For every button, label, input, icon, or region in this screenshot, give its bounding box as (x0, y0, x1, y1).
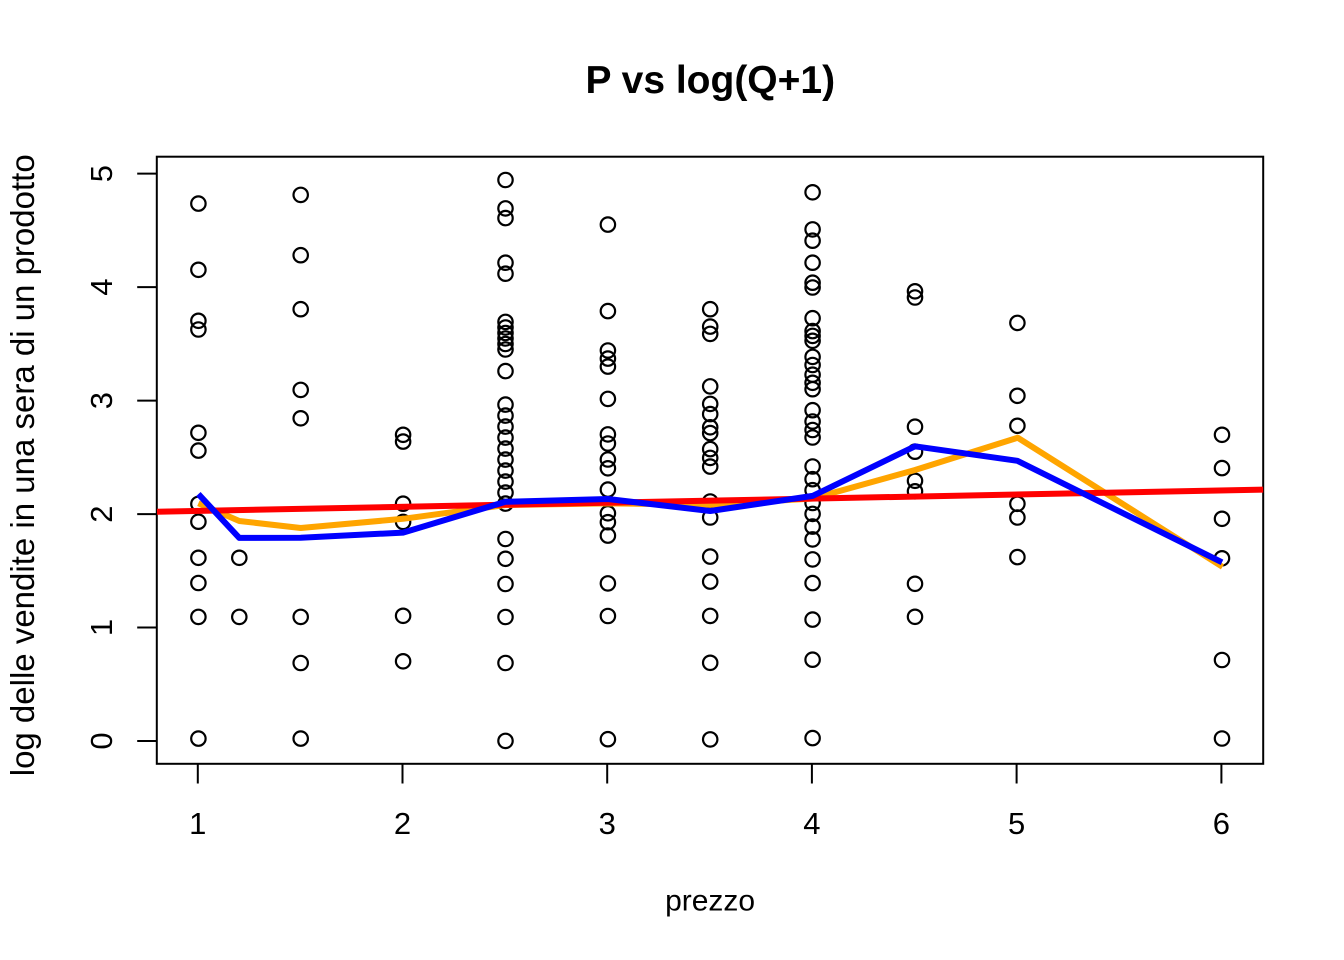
svg-text:P vs log(Q+1): P vs log(Q+1) (585, 59, 835, 102)
svg-text:1: 1 (189, 806, 206, 841)
svg-text:2: 2 (394, 806, 411, 841)
svg-text:0: 0 (84, 732, 119, 749)
svg-text:prezzo: prezzo (665, 885, 755, 918)
svg-text:6: 6 (1213, 806, 1230, 841)
svg-text:4: 4 (803, 806, 820, 841)
svg-text:5: 5 (84, 165, 119, 182)
svg-text:3: 3 (84, 392, 119, 409)
svg-text:log delle vendite in una sera: log delle vendite in una sera di un prod… (4, 154, 41, 776)
svg-text:1: 1 (84, 619, 119, 636)
svg-text:3: 3 (599, 806, 616, 841)
svg-text:2: 2 (84, 505, 119, 522)
svg-text:5: 5 (1008, 806, 1025, 841)
svg-text:4: 4 (84, 278, 119, 295)
